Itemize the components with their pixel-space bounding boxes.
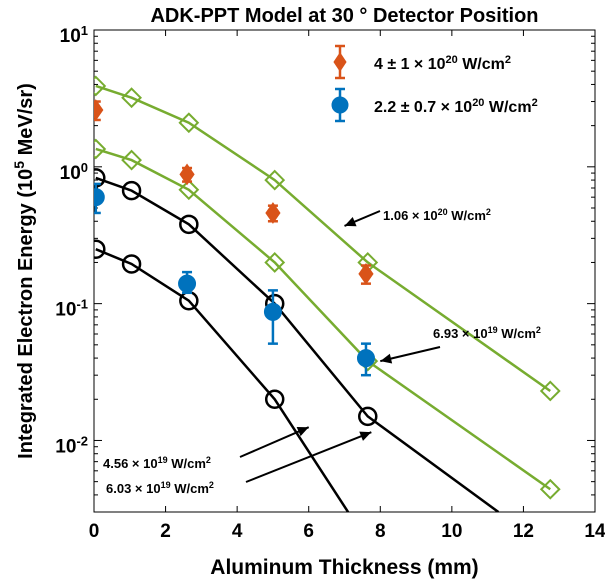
annotation-label: 6.93 × 1019 W/cm2: [433, 325, 541, 341]
model-line-0: [95, 84, 551, 392]
legend-marker-diamond: [333, 52, 347, 72]
annotation-arrow-head: [380, 353, 393, 364]
model-line-2: [95, 176, 500, 512]
model-marker-diamond: [264, 169, 286, 191]
y-tick-label: 100: [60, 159, 88, 184]
model-marker-circle: [121, 180, 142, 201]
data-marker-diamond: [94, 99, 104, 121]
model-marker-diamond: [264, 252, 286, 273]
annotation-label: 1.06 × 1020 W/cm2: [383, 207, 491, 223]
x-tick-label: 12: [513, 521, 534, 542]
x-tick-label: 2: [160, 521, 171, 542]
x-tick-label: 8: [375, 521, 386, 542]
model-marker-circle: [179, 214, 199, 235]
chart-title: ADK-PPT Model at 30 ° Detector Position: [150, 5, 538, 27]
annotation-label: 4.56 × 1019 W/cm2: [103, 455, 211, 471]
legend-marker-circle: [331, 96, 349, 114]
model-marker-circle: [121, 254, 142, 274]
model-marker-circle: [94, 239, 106, 259]
model-marker-diamond: [178, 179, 200, 201]
model-marker-diamond: [121, 149, 142, 171]
data-marker-diamond: [358, 263, 374, 285]
x-tick-label: 6: [303, 521, 314, 542]
data-marker-circle: [356, 349, 375, 368]
annotation-arrow: [239, 426, 310, 458]
data-marker-circle: [263, 302, 282, 321]
legend-label: 2.2 ± 0.7 × 1020 W/cm2: [374, 97, 538, 116]
model-marker-diamond: [94, 138, 107, 160]
y-tick-label: 10-2: [55, 433, 88, 458]
y-axis-label: Integrated Electron Energy (105 MeV/sr): [11, 83, 37, 459]
plot-area: [94, 75, 561, 512]
model-marker-circle: [358, 406, 378, 427]
model-marker-diamond: [121, 87, 142, 109]
model-line-3: [95, 248, 350, 512]
x-axis-label: Aluminum Thickness (mm): [210, 556, 478, 579]
y-tick-label: 101: [60, 23, 88, 48]
model-marker-diamond: [178, 112, 200, 134]
data-marker-diamond: [179, 163, 195, 186]
annotation-arrow-head: [296, 426, 309, 437]
x-tick-label: 10: [441, 521, 462, 542]
annotation-arrow-head: [359, 431, 372, 441]
y-tick-label: 10-1: [55, 296, 88, 321]
x-tick-label: 4: [232, 521, 243, 542]
data-marker-circle: [178, 274, 197, 293]
legend-label: 4 ± 1 × 1020 W/cm2: [374, 54, 511, 73]
data-marker-diamond: [265, 202, 281, 224]
x-tick-label: 14: [584, 521, 605, 542]
axes-box: [93, 29, 596, 513]
data-marker-circle: [94, 188, 105, 207]
annotation-arrow: [245, 431, 372, 483]
model-marker-diamond: [539, 380, 561, 402]
annotation-arrow-head: [344, 217, 357, 227]
model-marker-diamond: [94, 75, 107, 97]
model-line-1: [95, 147, 551, 491]
model-marker-diamond: [539, 478, 561, 500]
annotation-label: 6.03 × 1019 W/cm2: [106, 480, 214, 496]
model-marker-circle: [264, 389, 285, 410]
x-tick-label: 0: [89, 521, 100, 542]
legend: 4 ± 1 × 1020 W/cm2 2.2 ± 0.7 × 1020 W/cm2: [331, 44, 538, 123]
